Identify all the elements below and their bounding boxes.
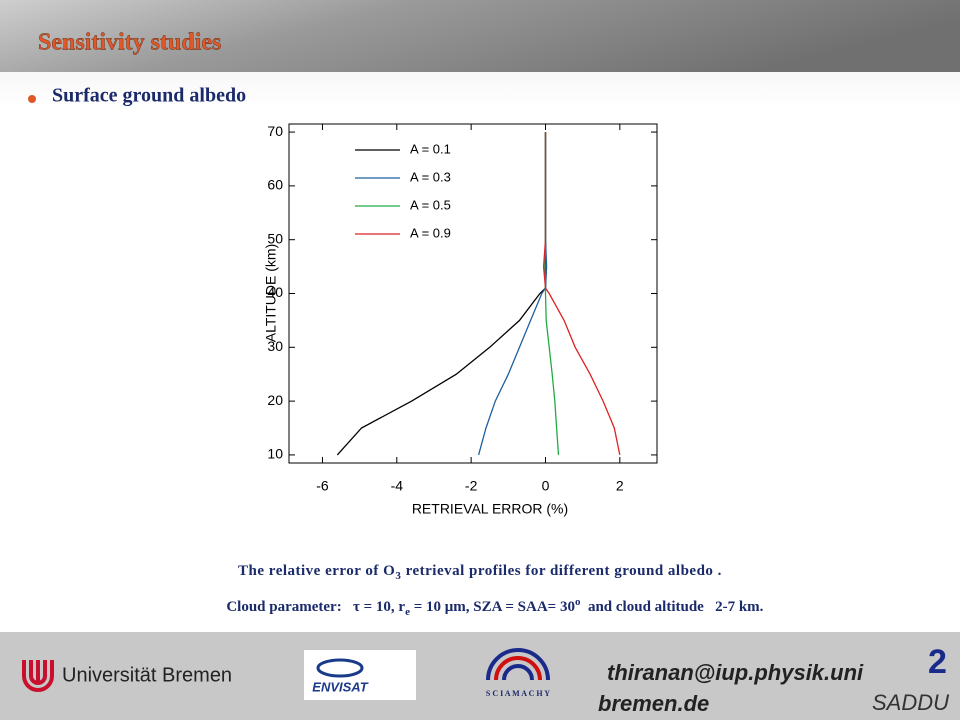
caption-text: and cloud altitude 2-7 km. <box>580 599 763 615</box>
caption-line-2: Cloud parameter: τ = 10, re = 10 μm, SZA… <box>215 596 771 618</box>
y-tick-label: 40 <box>267 284 283 300</box>
page-number: 2 <box>928 643 947 681</box>
x-axis-label: RETRIEVAL ERROR (%) <box>412 501 568 517</box>
envisat-logo <box>304 650 416 700</box>
y-axis-label: ALTITUDE (km) <box>263 244 279 343</box>
caption-subscript: 3 <box>395 570 401 582</box>
bullet-icon <box>28 95 36 103</box>
header-band <box>0 0 960 72</box>
legend-label: A = 0.9 <box>410 225 451 240</box>
y-tick-label: 60 <box>267 177 283 193</box>
x-tick-label: -6 <box>316 478 329 494</box>
bullet-text: Surface ground albedo <box>52 85 246 107</box>
y-tick-label: 70 <box>267 123 283 139</box>
caption-superscript: o <box>575 596 581 608</box>
event-name: SADDU <box>872 690 949 715</box>
x-tick-label: 0 <box>542 478 550 494</box>
chart: ALTITUDE (km) RETRIEVAL ERROR (%) -6 -4 -2… <box>263 123 658 517</box>
university-logo <box>22 660 54 692</box>
plot-frame <box>288 123 658 464</box>
series-line <box>542 132 621 456</box>
caption-line-1: The relative error of O3 retrieval profi… <box>238 563 722 581</box>
email-line-1: thiranan@iup.physik.uni <box>607 660 864 685</box>
envisat-text: ENVISAT <box>312 679 368 694</box>
caption-text: = 10 μm, SZA = SAA= 30 <box>410 599 575 615</box>
sciamachy-logo <box>486 648 550 681</box>
caption-text: Cloud parameter: τ = 10, r <box>226 599 405 615</box>
legend-label: A = 0.5 <box>410 197 451 212</box>
x-tick-label: -2 <box>465 478 478 494</box>
university-name: Universität Bremen <box>62 664 232 686</box>
email-line-2: bremen.de <box>598 691 709 716</box>
y-tick-label: 20 <box>267 392 283 408</box>
sciamachy-text: S C I A M A C H Y <box>486 689 550 698</box>
caption-text: The relative error of O <box>238 563 395 579</box>
y-tick-label: 30 <box>267 338 283 354</box>
caption-subscript: e <box>405 606 410 618</box>
y-tick-label: 10 <box>267 446 283 462</box>
y-tick-label: 50 <box>267 230 283 246</box>
slide-title: Sensitivity studies <box>38 30 221 56</box>
legend-label: A = 0.1 <box>410 141 451 156</box>
x-tick-label: -4 <box>391 478 404 494</box>
legend-label: A = 0.3 <box>410 169 451 184</box>
envisat-swoosh <box>316 658 364 678</box>
footer-band <box>0 632 960 720</box>
x-tick-label: 2 <box>616 478 624 494</box>
caption-text: retrieval profiles for different ground … <box>401 563 722 579</box>
footer: Universität Bremen ENVISAT S C I A M A C… <box>22 643 949 716</box>
